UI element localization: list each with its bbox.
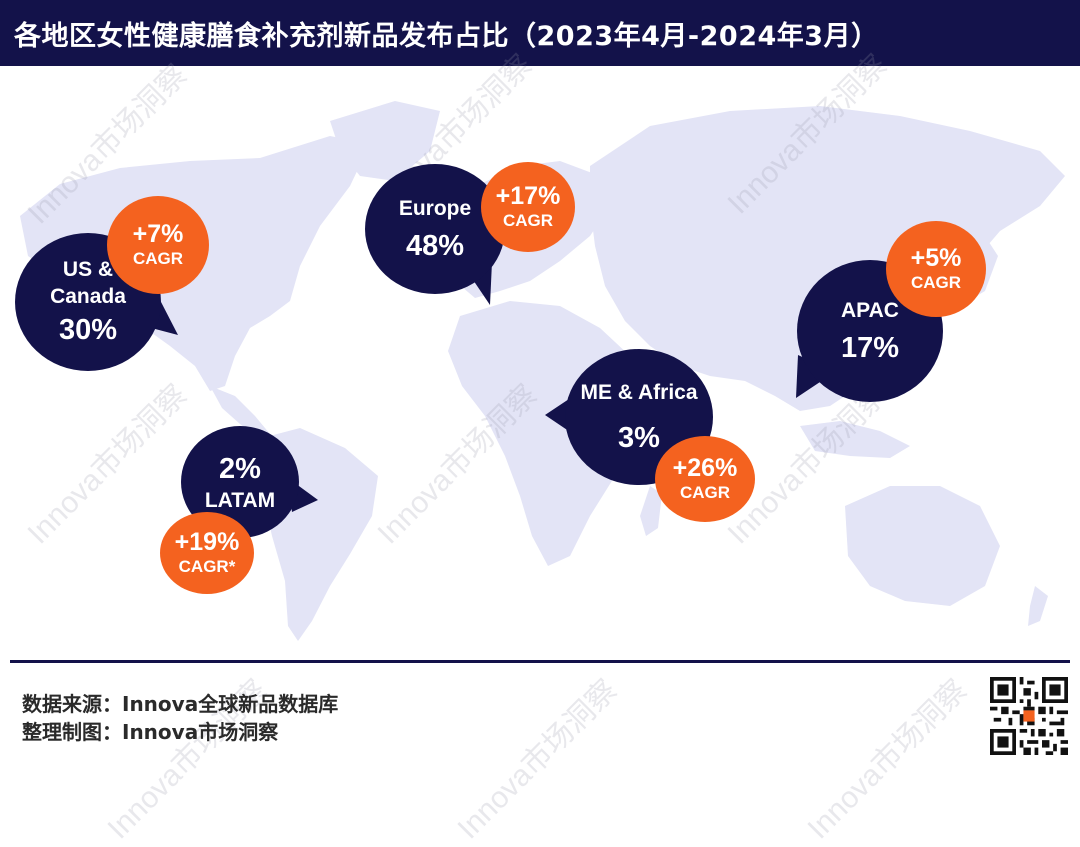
- footer-made-by: 整理制图：Innova市场洞察: [22, 720, 279, 744]
- cagr-label: CAGR*: [178, 557, 236, 576]
- page-title: 各地区女性健康膳食补充剂新品发布占比（2023年4月-2024年3月）: [0, 0, 1080, 66]
- cagr-label: CAGR: [132, 249, 184, 268]
- region-share: 2%: [219, 452, 261, 485]
- region-label: LATAM: [204, 488, 276, 512]
- region-share: 3%: [618, 421, 660, 454]
- cagr-value: +17%: [495, 182, 561, 210]
- region-label: US &: [62, 258, 114, 281]
- region-label: Europe: [398, 196, 472, 220]
- cagr-value: +26%: [672, 454, 738, 482]
- region-share: 30%: [58, 314, 118, 346]
- footer-source: 数据来源：Innova全球新品数据库: [22, 692, 339, 716]
- watermark: Innova市场洞察: [451, 673, 624, 846]
- footer-divider: [10, 660, 1070, 663]
- cagr-value: +5%: [910, 244, 962, 272]
- region-label: ME & Africa: [580, 380, 698, 404]
- map-greenland: [330, 101, 440, 181]
- map-australia: [845, 486, 1000, 606]
- region-share: 17%: [840, 331, 900, 364]
- region-label: APAC: [841, 298, 899, 322]
- map-asia: [590, 106, 1065, 411]
- region-label: Canada: [50, 285, 126, 308]
- cagr-label: CAGR: [910, 273, 962, 292]
- map-se-asia: [800, 421, 910, 458]
- region-bubble-me-africa: ME & Africa 3%: [565, 349, 713, 485]
- cagr-value: +7%: [132, 220, 184, 248]
- map-madagascar: [640, 486, 662, 536]
- cagr-badge-me-africa: +26% CAGR: [655, 436, 755, 522]
- region-bubble-europe: Europe 48%: [365, 164, 505, 294]
- cagr-badge-europe: +17% CAGR: [481, 162, 575, 252]
- map-new-zealand: [1028, 586, 1048, 626]
- footer: 数据来源：Innova全球新品数据库 整理制图：Innova市场洞察: [22, 690, 338, 746]
- cagr-value: +19%: [174, 528, 240, 556]
- watermark: Innova市场洞察: [801, 673, 974, 846]
- cagr-badge-us-canada: +7% CAGR: [107, 196, 209, 294]
- region-bubble-latam: 2% LATAM: [181, 426, 299, 538]
- cagr-label: CAGR: [679, 483, 731, 502]
- region-share: 48%: [405, 229, 465, 262]
- cagr-badge-apac: +5% CAGR: [886, 221, 986, 317]
- qr-code-icon[interactable]: [990, 677, 1068, 755]
- cagr-label: CAGR: [502, 211, 554, 230]
- cagr-badge-latam: +19% CAGR*: [160, 512, 254, 594]
